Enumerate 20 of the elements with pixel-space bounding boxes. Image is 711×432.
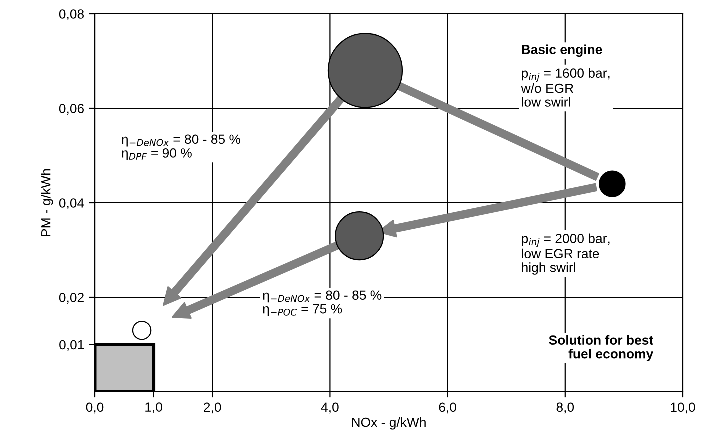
x-tick-label: 2,0: [204, 402, 222, 414]
annotation: p$_{inj}$ = 2000 bar, low EGR rate high swirl: [522, 234, 610, 275]
annotation: Solution for best fuel economy: [549, 335, 654, 362]
y-axis-title: PM - g/kWh: [41, 169, 54, 236]
x-tick-label: 1,0: [146, 402, 162, 414]
y-tick-label: 0,02: [59, 293, 84, 304]
y-tick-label: 0,06: [59, 104, 84, 115]
x-tick-label: 0,0: [86, 402, 104, 414]
y-tick-label: 0,04: [59, 198, 84, 210]
text: η$_{−DeNOx}$ = 80 - 85 % η$_{−POC}$ = 75 %: [263, 290, 382, 316]
x-tick-label: 4,0: [321, 402, 339, 414]
text: η$_{−DeNOx}$ = 80 - 85 % η$_{DPF}$ = 90 %: [122, 134, 241, 160]
x-tick-label: 6,0: [439, 402, 456, 414]
x-axis-title: NOx - g/kWh: [352, 417, 426, 430]
annotation: p$_{inj}$ = 1600 bar, w/o EGR low swirl: [521, 68, 610, 107]
annotation: Basic engine: [522, 44, 602, 58]
y-tick-label: 0,01: [60, 340, 84, 352]
x-tick-label: 10,0: [671, 402, 696, 414]
x-tick-label: 8,0: [556, 402, 574, 414]
y-tick-label: 0,08: [59, 10, 84, 20]
